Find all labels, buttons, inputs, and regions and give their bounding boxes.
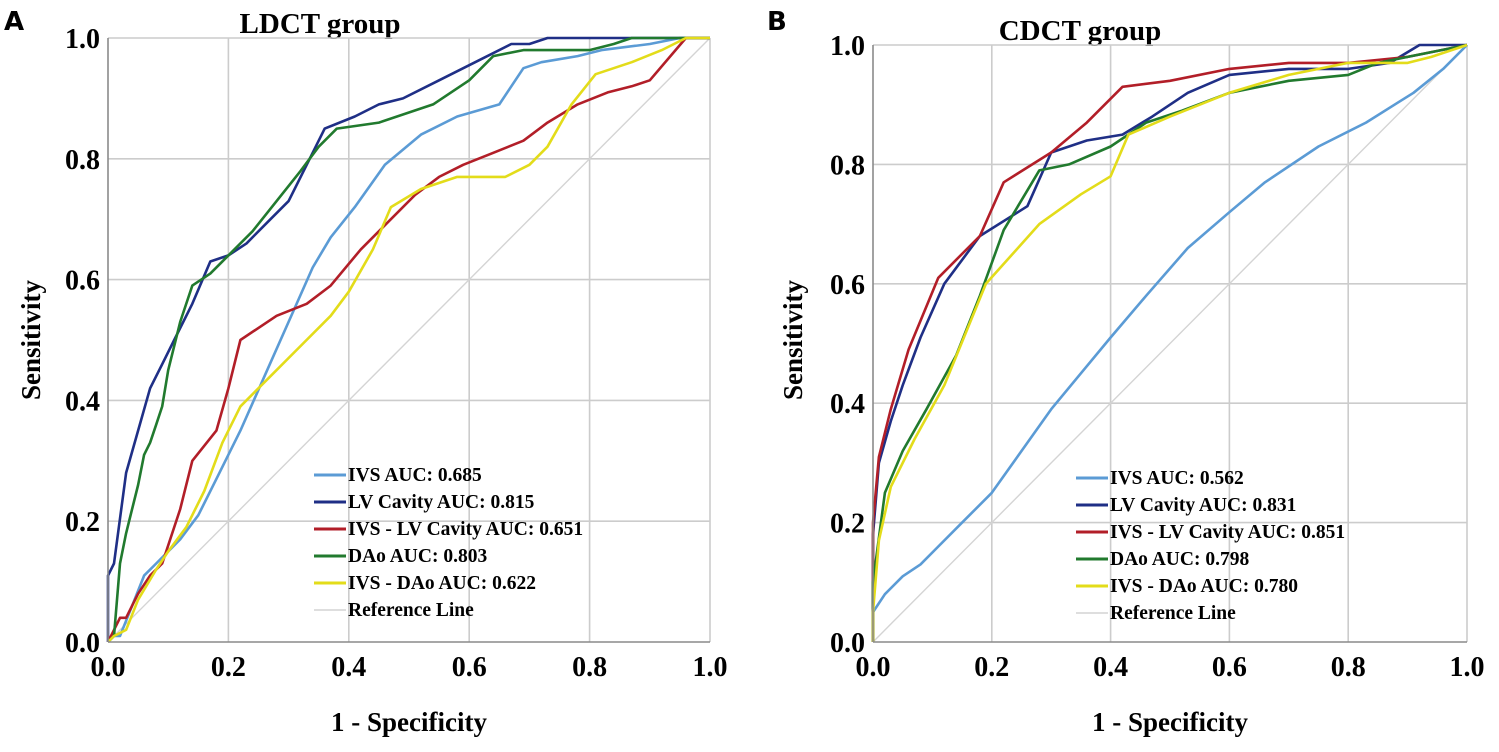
roc-curve-ivs-dao [871, 43, 1468, 642]
roc-curve-dao [107, 36, 710, 643]
roc-curve-ivs-lv-cavity [871, 43, 1468, 642]
y-tick-labels: 0.0 0.2 0.4 0.6 0.8 1.0 [830, 31, 865, 659]
y-axis-label: Sensitivity [16, 279, 46, 400]
x-tick-label: 0.0 [856, 652, 891, 683]
y-tick-label: 0.2 [65, 507, 100, 538]
roc-curve-ivs [871, 44, 1468, 642]
panel-letter: B [767, 7, 787, 37]
legend: IVS AUC: 0.685 LV Cavity AUC: 0.815 IVS - … [314, 465, 583, 621]
legend-label: IVS AUC: 0.562 [1110, 468, 1244, 489]
roc-curve-lv-cavity [871, 43, 1467, 642]
legend-label: DAo AUC: 0.803 [348, 546, 487, 567]
roc-curve-lv-cavity [106, 36, 710, 642]
x-tick-label: 0.4 [1093, 652, 1128, 683]
roc-curve-dao [871, 43, 1468, 642]
chart-title: LDCT group [240, 8, 401, 40]
reference-line [872, 44, 1468, 643]
y-tick-label: 1.0 [65, 24, 100, 55]
y-tick-label: 0.4 [830, 389, 865, 420]
legend-label: IVS - LV Cavity AUC: 0.651 [348, 519, 583, 540]
legend-label: Reference Line [1110, 603, 1236, 624]
y-tick-label: 1.0 [830, 31, 865, 62]
x-tick-label: 1.0 [693, 652, 728, 683]
x-tick-label: 0.2 [974, 652, 1009, 683]
y-tick-label: 0.6 [65, 266, 100, 297]
y-tick-labels: 0.0 0.2 0.4 0.6 0.8 1.0 [65, 24, 100, 659]
reference-line-layer [107, 37, 711, 643]
x-tick-label: 0.6 [452, 652, 487, 683]
x-tick-label: 0.0 [91, 652, 126, 683]
roc-curve-ivs-lv-cavity [106, 36, 710, 643]
x-tick-label: 1.0 [1450, 652, 1485, 683]
y-tick-label: 0.8 [65, 145, 100, 176]
legend-label: LV Cavity AUC: 0.815 [348, 492, 535, 513]
reference-line-layer [872, 44, 1468, 643]
x-tick-label: 0.6 [1212, 652, 1247, 683]
y-tick-label: 0.0 [830, 628, 865, 659]
legend-label: LV Cavity AUC: 0.831 [1110, 495, 1296, 516]
panel-b-cdct: B CDCT group 0.00.20.40.60.81.0 0.0 0.2 0.… [767, 7, 1485, 737]
axes [107, 38, 710, 643]
panel-a-ldct: A LDCT group 0.00.20.40.60.81.0 0.0 0.2 0.… [4, 7, 728, 737]
x-tick-label: 0.8 [1331, 652, 1366, 683]
y-tick-label: 0.0 [65, 628, 100, 659]
curves [871, 43, 1468, 642]
y-axis-label: Sensitivity [778, 279, 808, 400]
legend-label: Reference Line [348, 600, 474, 621]
legend-label: IVS - DAo AUC: 0.622 [348, 573, 536, 594]
legend-label: IVS - DAo AUC: 0.780 [1110, 576, 1298, 597]
x-axis-label: 1 - Specificity [331, 707, 487, 737]
panel-letter: A [4, 7, 24, 37]
x-tick-labels: 0.0 0.2 0.4 0.6 0.8 1.0 [91, 652, 728, 683]
curves [106, 36, 710, 643]
x-tick-label: 0.4 [331, 652, 366, 683]
legend-label: IVS - LV Cavity AUC: 0.851 [1110, 522, 1345, 543]
chart-title: CDCT group [999, 15, 1162, 47]
roc-curve-ivs-dao [107, 36, 710, 643]
y-tick-label: 0.2 [830, 509, 865, 540]
x-tick-label: 0.2 [211, 652, 246, 683]
x-tick-label: 0.8 [572, 652, 607, 683]
x-tick-labels: 0.0 0.2 0.4 0.6 0.8 1.0 [856, 652, 1485, 683]
y-tick-label: 0.6 [830, 270, 865, 301]
axes [872, 45, 1467, 643]
gridlines [873, 44, 1468, 642]
legend-label: IVS AUC: 0.685 [348, 465, 482, 486]
roc-curve-ivs [107, 36, 710, 643]
legend: IVS AUC: 0.562 LV Cavity AUC: 0.831 IVS - … [1076, 468, 1345, 624]
legend-label: DAo AUC: 0.798 [1110, 549, 1249, 570]
y-tick-label: 0.8 [830, 150, 865, 181]
x-axis-label: 1 - Specificity [1092, 707, 1248, 737]
y-tick-label: 0.4 [65, 386, 100, 417]
reference-line [107, 37, 711, 643]
